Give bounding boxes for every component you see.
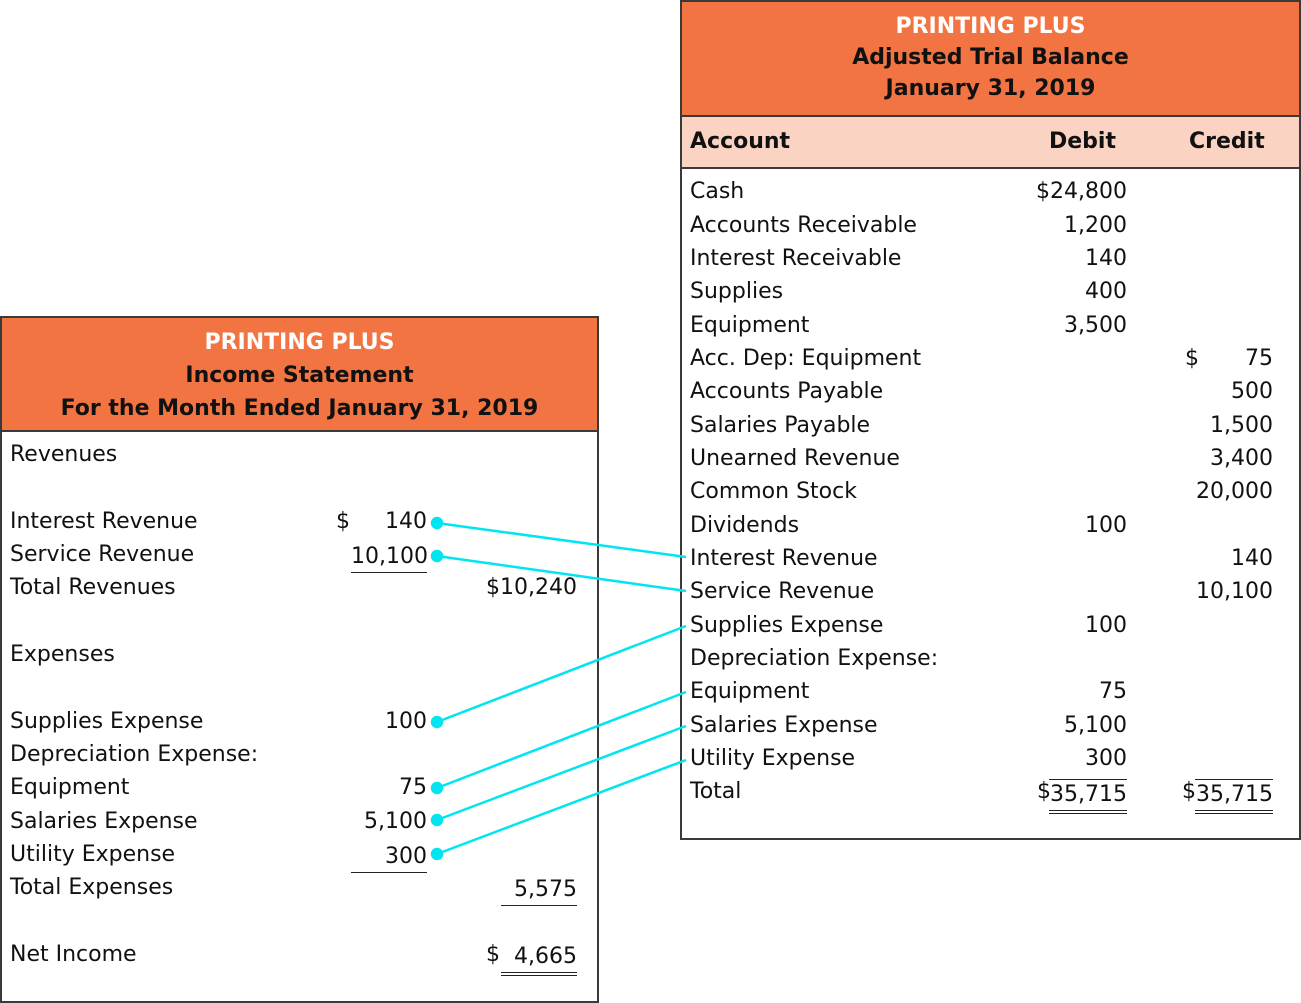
table-row: Equipment 75 (690, 679, 1127, 704)
line-item: Supplies Expense 100 (10, 709, 427, 734)
total-row: Total $ 35,715 $ 35,715 (682, 779, 1299, 814)
table-row: Dividends 100 (690, 513, 1127, 538)
line-item: Depreciation Expense: (10, 742, 259, 767)
total-credit: 35,715 (1195, 779, 1273, 814)
table-row: Supplies 400 (690, 279, 1127, 304)
table-row: Utility Expense 300 (690, 746, 1127, 771)
line-item: Utility Expense 300 (2, 842, 597, 875)
report-title: Income Statement (185, 363, 414, 388)
table-row: Depreciation Expense: (690, 646, 939, 671)
table-row: Supplies Expense 100 (690, 613, 1127, 638)
table-row: Cash $24,800 (690, 179, 1127, 204)
table-row: Acc. Dep: Equipment $75 (690, 346, 1273, 371)
table-row: Salaries Payable 1,500 (690, 413, 1273, 438)
income-statement: PRINTING PLUS Income Statement For the M… (0, 316, 599, 1003)
column-debit: Debit (1049, 129, 1116, 154)
report-date: January 31, 2019 (885, 76, 1096, 101)
table-row: Salaries Expense 5,100 (690, 713, 1127, 738)
income-statement-header: PRINTING PLUS Income Statement For the M… (2, 318, 597, 432)
total-expenses: Total Expenses 5,575 (2, 875, 597, 908)
table-row: Common Stock 20,000 (690, 479, 1273, 504)
table-row: Accounts Payable 500 (690, 379, 1273, 404)
net-income: Net Income $4,665 (2, 942, 597, 976)
table-row: Interest Revenue 140 (690, 546, 1273, 571)
line-item: Interest Revenue $140 (10, 509, 427, 534)
company-name: PRINTING PLUS (204, 330, 395, 355)
report-title: Adjusted Trial Balance (852, 45, 1129, 70)
line-item: Service Revenue 10,100 (2, 542, 597, 575)
section-heading: Revenues (10, 442, 118, 467)
table-row: Accounts Receivable 1,200 (690, 213, 1127, 238)
company-name: PRINTING PLUS (895, 14, 1086, 39)
column-credit: Credit (1189, 129, 1265, 154)
table-row: Interest Receivable 140 (690, 246, 1127, 271)
total-revenues: Total Revenues $10,240 (10, 575, 577, 600)
column-account: Account (690, 129, 791, 154)
total-debit: 35,715 (1049, 779, 1127, 814)
adjusted-trial-balance: PRINTING PLUS Adjusted Trial Balance Jan… (680, 0, 1301, 840)
table-row: Service Revenue 10,100 (690, 579, 1273, 604)
line-item: Equipment 75 (10, 775, 427, 800)
line-item: Salaries Expense 5,100 (10, 809, 427, 834)
section-heading: Expenses (10, 642, 115, 667)
table-row: Equipment 3,500 (690, 313, 1127, 338)
trial-balance-header: PRINTING PLUS Adjusted Trial Balance Jan… (682, 2, 1299, 117)
report-period: For the Month Ended January 31, 2019 (60, 396, 539, 421)
column-header-row: Account Debit Credit (682, 117, 1299, 169)
table-row: Unearned Revenue 3,400 (690, 446, 1273, 471)
